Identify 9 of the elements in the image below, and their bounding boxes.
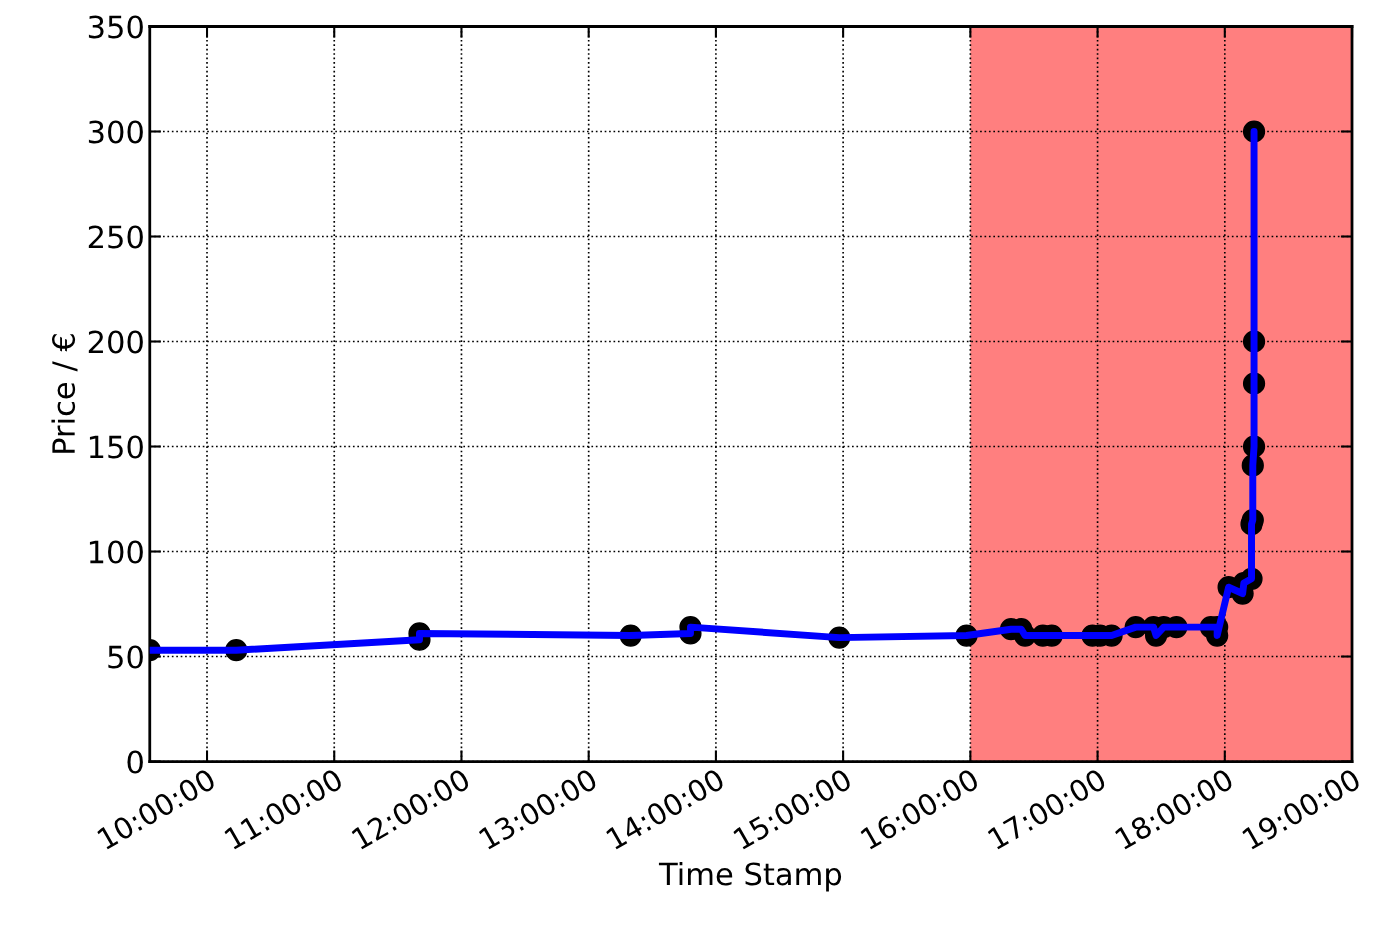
y-tick-label: 300 bbox=[88, 120, 143, 144]
y-axis-title: Price / € bbox=[51, 334, 78, 453]
y-tick-label: 250 bbox=[88, 225, 143, 249]
x-axis-title: Time Stamp bbox=[658, 861, 842, 892]
y-tick-label: 100 bbox=[89, 540, 143, 564]
y-tick-label: 50 bbox=[108, 645, 143, 669]
y-tick-label: 350 bbox=[88, 15, 143, 39]
y-tick-label: 200 bbox=[88, 330, 143, 354]
y-tick-label: 150 bbox=[89, 435, 143, 459]
